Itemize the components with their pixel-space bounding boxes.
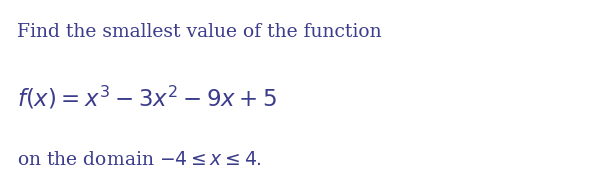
Text: Find the smallest value of the function: Find the smallest value of the function xyxy=(17,23,381,41)
Text: $f(x) = x^3 - 3x^2 - 9x + 5$: $f(x) = x^3 - 3x^2 - 9x + 5$ xyxy=(17,84,276,111)
Text: on the domain $-4 \leq x \leq 4.$: on the domain $-4 \leq x \leq 4.$ xyxy=(17,151,262,168)
